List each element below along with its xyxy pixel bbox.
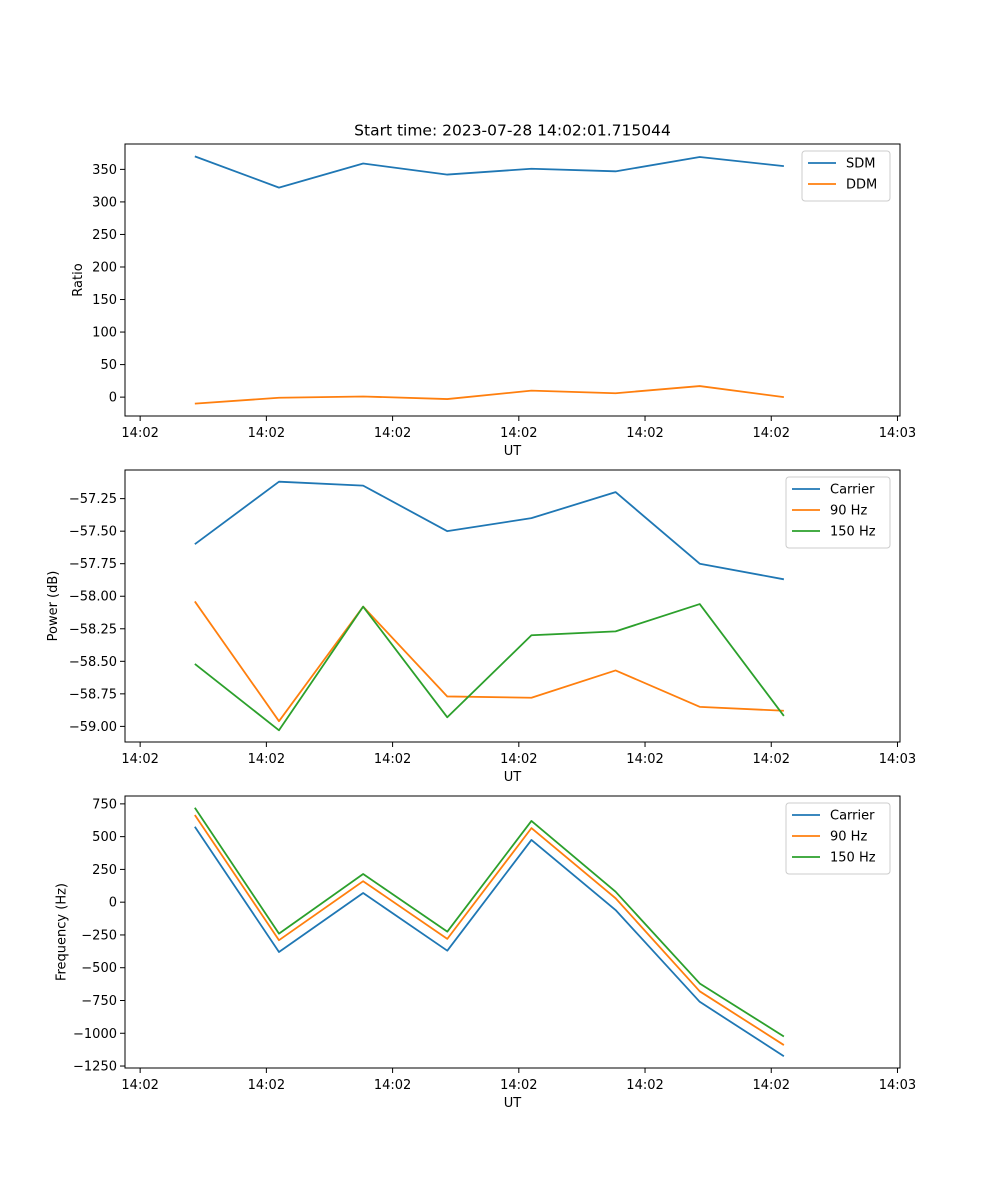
ratio-legend-label: DDM — [846, 178, 877, 193]
ratio-xtick-label: 14:02 — [500, 426, 537, 441]
power-legend-label: 90 Hz — [830, 504, 867, 519]
frequency-xtick-label: 14:03 — [879, 1078, 916, 1093]
power-ytick-label: −58.00 — [69, 590, 117, 605]
frequency-axes-frame — [124, 795, 901, 1069]
power-legend-label: Carrier — [830, 483, 875, 498]
frequency-legend-label: Carrier — [830, 809, 875, 824]
power-xtick-label: 14:02 — [753, 752, 790, 767]
ratio-ytick-label: 150 — [92, 293, 117, 308]
ratio-ylabel: Ratio — [71, 263, 86, 296]
power-xtick-label: 14:02 — [121, 752, 158, 767]
power-legend-label: 150 Hz — [830, 525, 876, 540]
power-ytick-label: −59.00 — [69, 720, 117, 735]
ratio-ytick-label: 0 — [109, 391, 117, 406]
frequency-series-carrier — [194, 826, 785, 1057]
power-ytick-label: −57.25 — [69, 492, 117, 507]
ratio-legend: SDM DDM — [801, 150, 891, 202]
frequency-xtick-label: 14:02 — [374, 1078, 411, 1093]
power-ytick-label: −57.75 — [69, 557, 117, 572]
frequency-xlabel: UT — [504, 1096, 522, 1111]
ratio-series-ddm — [194, 385, 784, 405]
power-series-carrier — [194, 480, 785, 581]
ratio-plot: 14:02 14:02 14:02 14:02 14:02 14:02 14:03 0 50 10… — [71, 143, 916, 459]
subplots: 14:02 14:02 14:02 14:02 14:02 14:02 14:03 0 50 10… — [46, 143, 916, 1111]
ratio-xtick-label: 14:03 — [879, 426, 916, 441]
frequency-ytick-label: −250 — [81, 928, 117, 943]
power-xtick-label: 14:02 — [626, 752, 663, 767]
frequency-plot: 14:02 14:02 14:02 14:02 14:02 14:02 14:03 −1250… — [55, 795, 916, 1111]
ratio-ytick-label: 350 — [92, 163, 117, 178]
ratio-xtick-label: 14:02 — [753, 426, 790, 441]
ratio-ytick-label: 200 — [92, 260, 117, 275]
ratio-xtick-label: 14:02 — [374, 426, 411, 441]
frequency-ytick-label: −500 — [81, 961, 117, 976]
power-plot: 14:02 14:02 14:02 14:02 14:02 14:02 14:03 −59.0… — [46, 469, 916, 785]
power-ytick-label: −57.50 — [69, 525, 117, 540]
ratio-ytick-label: 100 — [92, 326, 117, 341]
power-series-150-hz — [194, 603, 785, 732]
frequency-xtick-label: 14:02 — [248, 1078, 285, 1093]
power-xtick-label: 14:02 — [500, 752, 537, 767]
power-ytick-label: −58.50 — [69, 655, 117, 670]
frequency-ytick-label: −1000 — [73, 1027, 117, 1042]
ratio-ytick-label: 300 — [92, 195, 117, 210]
frequency-ytick-label: 0 — [109, 896, 117, 911]
power-series-90-hz — [194, 600, 784, 723]
ratio-xlabel: UT — [504, 444, 522, 459]
frequency-xtick-label: 14:02 — [121, 1078, 158, 1093]
frequency-xtick-label: 14:02 — [753, 1078, 790, 1093]
power-ytick-label: −58.75 — [69, 687, 117, 702]
frequency-ytick-label: −750 — [81, 994, 117, 1009]
frequency-series-150-hz — [194, 807, 785, 1038]
frequency-ytick-label: 750 — [92, 797, 117, 812]
frequency-ytick-label: 250 — [92, 863, 117, 878]
power-xlabel: UT — [504, 770, 522, 785]
frequency-legend-label: 150 Hz — [830, 851, 876, 866]
frequency-series-90-hz — [194, 814, 785, 1046]
frequency-xtick-label: 14:02 — [626, 1078, 663, 1093]
ratio-ytick-label: 50 — [100, 358, 117, 373]
power-xtick-label: 14:02 — [248, 752, 285, 767]
ratio-xtick-label: 14:02 — [248, 426, 285, 441]
power-legend: Carrier 90 Hz 150 Hz — [785, 476, 891, 549]
figure-title: Start time: 2023-07-28 14:02:01.715044 — [354, 122, 671, 140]
frequency-ytick-label: −1250 — [73, 1060, 117, 1075]
frequency-ylabel: Frequency (Hz) — [55, 883, 70, 981]
power-ylabel: Power (dB) — [46, 571, 61, 642]
ratio-ytick-label: 250 — [92, 228, 117, 243]
ratio-legend-label: SDM — [846, 157, 875, 172]
power-xtick-label: 14:03 — [879, 752, 916, 767]
ratio-xtick-label: 14:02 — [121, 426, 158, 441]
power-xtick-label: 14:02 — [374, 752, 411, 767]
frequency-xtick-label: 14:02 — [500, 1078, 537, 1093]
power-ytick-label: −58.25 — [69, 622, 117, 637]
frequency-legend: Carrier 90 Hz 150 Hz — [785, 802, 891, 875]
power-axes-frame — [124, 469, 901, 743]
ratio-axes-frame — [124, 143, 901, 417]
ratio-xtick-label: 14:02 — [626, 426, 663, 441]
ratio-series-sdm — [194, 155, 784, 189]
frequency-ytick-label: 500 — [92, 830, 117, 845]
frequency-legend-label: 90 Hz — [830, 830, 867, 845]
